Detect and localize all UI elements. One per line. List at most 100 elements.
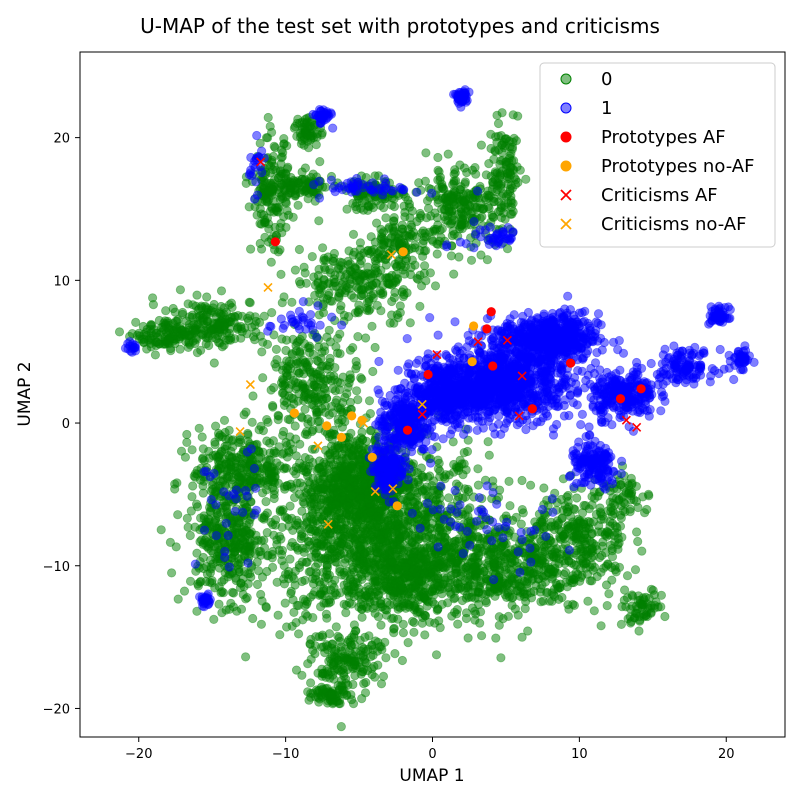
point-series-0 [327,296,337,306]
point-series-0 [230,334,240,344]
point-series-0 [337,492,347,502]
point-series-0 [261,196,271,206]
point-series-0 [602,600,612,611]
point-series-0 [277,180,287,190]
point-series-0 [446,251,456,261]
point-series-0 [340,479,350,489]
point-series-0 [305,639,315,649]
point-series-0 [375,534,385,545]
point-series-0 [453,619,463,629]
point-series-0 [298,520,309,530]
point-series-0 [557,592,567,603]
point-series-0 [150,350,160,360]
point-series-0 [633,536,643,547]
point-series-0 [282,440,292,451]
point-series-0 [261,485,272,495]
point-series-0 [346,373,356,383]
point-series-0 [607,552,618,562]
point-series-0 [354,455,364,465]
point-series-0 [415,301,425,311]
point-series-0 [454,534,464,544]
point-series-0 [308,473,318,483]
point-series-0 [287,297,297,307]
point-series-0 [331,342,341,352]
point-series-0 [536,597,546,607]
point-series-0 [348,579,358,589]
point-series-0 [492,549,502,559]
point-series-0 [308,425,318,435]
point-series-0 [314,407,324,417]
point-series-0 [473,593,483,603]
point-series-0 [630,565,641,575]
point-series-0 [388,613,398,623]
point-series-0 [314,216,324,226]
point-series-0 [175,344,185,354]
point-series-0 [385,318,395,328]
point-series-0 [179,586,190,596]
point-series-0 [571,531,582,541]
point-series-0 [476,631,487,641]
point-series-0 [239,582,249,592]
point-series-0 [166,343,176,354]
point-series-0 [283,574,294,584]
point-series-0 [257,513,267,523]
point-series-0 [275,506,285,517]
point-series-0 [188,481,198,491]
point-series-0 [350,626,361,636]
point-series-0 [562,492,572,502]
point-series-0 [551,578,561,589]
point-series-0 [299,391,309,402]
point-series-0 [302,597,312,607]
point-series-0 [315,288,325,299]
point-series-0 [182,437,192,447]
point-series-0 [327,434,337,444]
point-series-0 [314,416,325,426]
point-series-0 [631,527,642,537]
point-series-0 [187,445,197,455]
point-series-0 [476,199,486,209]
chart-title: U-MAP of the test set with prototypes an… [140,14,660,38]
point-series-0 [554,518,564,528]
point-series-0 [412,273,422,283]
point-series-0 [337,258,347,268]
point-series-0 [381,273,391,283]
point-series-0 [370,672,380,682]
point-series-0 [226,464,236,475]
point-series-0 [295,279,306,289]
point-series-0 [148,299,158,310]
point-series-0 [173,594,183,604]
point-series-0 [449,607,460,617]
point-series-0 [187,492,197,502]
point-series-0 [300,575,310,585]
point-series-0 [313,342,324,352]
point-series-0 [351,386,362,396]
point-series-0 [534,574,544,584]
point-series-0 [613,544,623,554]
point-series-0 [364,631,374,641]
point-series-0 [421,148,431,158]
point-series-0 [583,551,593,562]
point-series-0 [314,577,324,587]
point-series-0 [463,633,473,643]
point-series-0 [419,261,430,271]
point-series-0 [273,207,283,217]
point-series-0 [227,587,237,598]
point-series-0 [430,208,440,218]
point-series-0 [263,112,273,123]
point-series-0 [593,527,603,537]
point-series-0 [207,578,217,588]
point-series-0 [539,483,549,493]
point-series-0 [357,612,367,622]
point-series-0 [274,531,285,542]
point-series-0 [257,347,267,357]
point-series-0 [285,554,295,564]
point-series-0 [241,652,251,662]
point-series-0 [353,331,363,342]
point-series-0 [279,139,289,149]
point-series-0 [266,257,276,267]
point-series-0 [541,588,552,598]
point-series-0 [208,548,218,558]
point-series-0 [475,607,486,617]
point-series-0 [331,590,341,600]
